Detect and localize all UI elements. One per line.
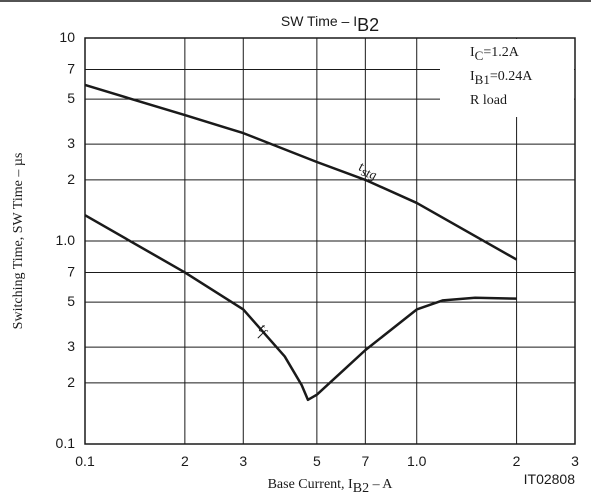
chart-title: SW Time – IB2	[281, 13, 379, 35]
plot-frame	[84, 37, 576, 445]
annotation: R load	[470, 93, 507, 108]
y-tick-label: 7	[67, 60, 75, 76]
y-tick-label: 3	[67, 338, 75, 354]
xlabel-sub: B2	[353, 481, 369, 496]
series-label: tstg	[356, 160, 380, 183]
y-tick-label: 5	[67, 293, 75, 309]
y-tick-label: 2	[67, 171, 75, 187]
series-line	[84, 214, 517, 402]
annotation: IB1=0.24A	[470, 69, 533, 87]
xlabel-main: Base Current, I	[268, 477, 353, 492]
y-tick-label: 0.1	[56, 435, 76, 451]
annotation-main: R load	[470, 93, 507, 108]
annotation-main: I	[470, 45, 475, 60]
annotation-box	[440, 39, 574, 117]
x-tick-label: 2	[181, 453, 189, 469]
annotation-rest: =1.2A	[483, 45, 519, 60]
x-tick-label: 7	[361, 453, 369, 469]
x-tick-label: 2	[513, 453, 521, 469]
x-tick-label: 5	[313, 453, 321, 469]
x-tick-label: 3	[571, 453, 579, 469]
annotation-main: I	[470, 69, 475, 84]
figure-code: IT02808	[524, 471, 576, 487]
annotation: IC=1.2A	[470, 45, 520, 63]
y-tick-label: 3	[67, 135, 75, 151]
x-tick-label: 1.0	[407, 453, 427, 469]
x-tick-label: 0.1	[75, 453, 95, 469]
y-tick-label: 10	[59, 29, 75, 45]
title-sub: B2	[357, 15, 379, 35]
y-axis-label: Switching Time, SW Time – µs	[11, 153, 26, 330]
title-main: SW Time – I	[281, 13, 357, 29]
y-tick-label: 7	[67, 263, 75, 279]
annotation-sub: C	[475, 48, 484, 63]
annotation-sub: B1	[475, 72, 490, 87]
series-label-main: t	[357, 160, 366, 176]
series-label-sub: stg	[360, 164, 380, 183]
xlabel-rest: – A	[369, 477, 393, 492]
x-axis-label: Base Current, IB2 – A	[268, 477, 394, 496]
y-tick-label: 5	[67, 90, 75, 106]
y-tick-label: 1.0	[56, 232, 76, 248]
series-line	[84, 83, 518, 261]
annotation-rest: =0.24A	[490, 69, 533, 84]
y-tick-label: 2	[67, 374, 75, 390]
x-tick-label: 3	[239, 453, 247, 469]
